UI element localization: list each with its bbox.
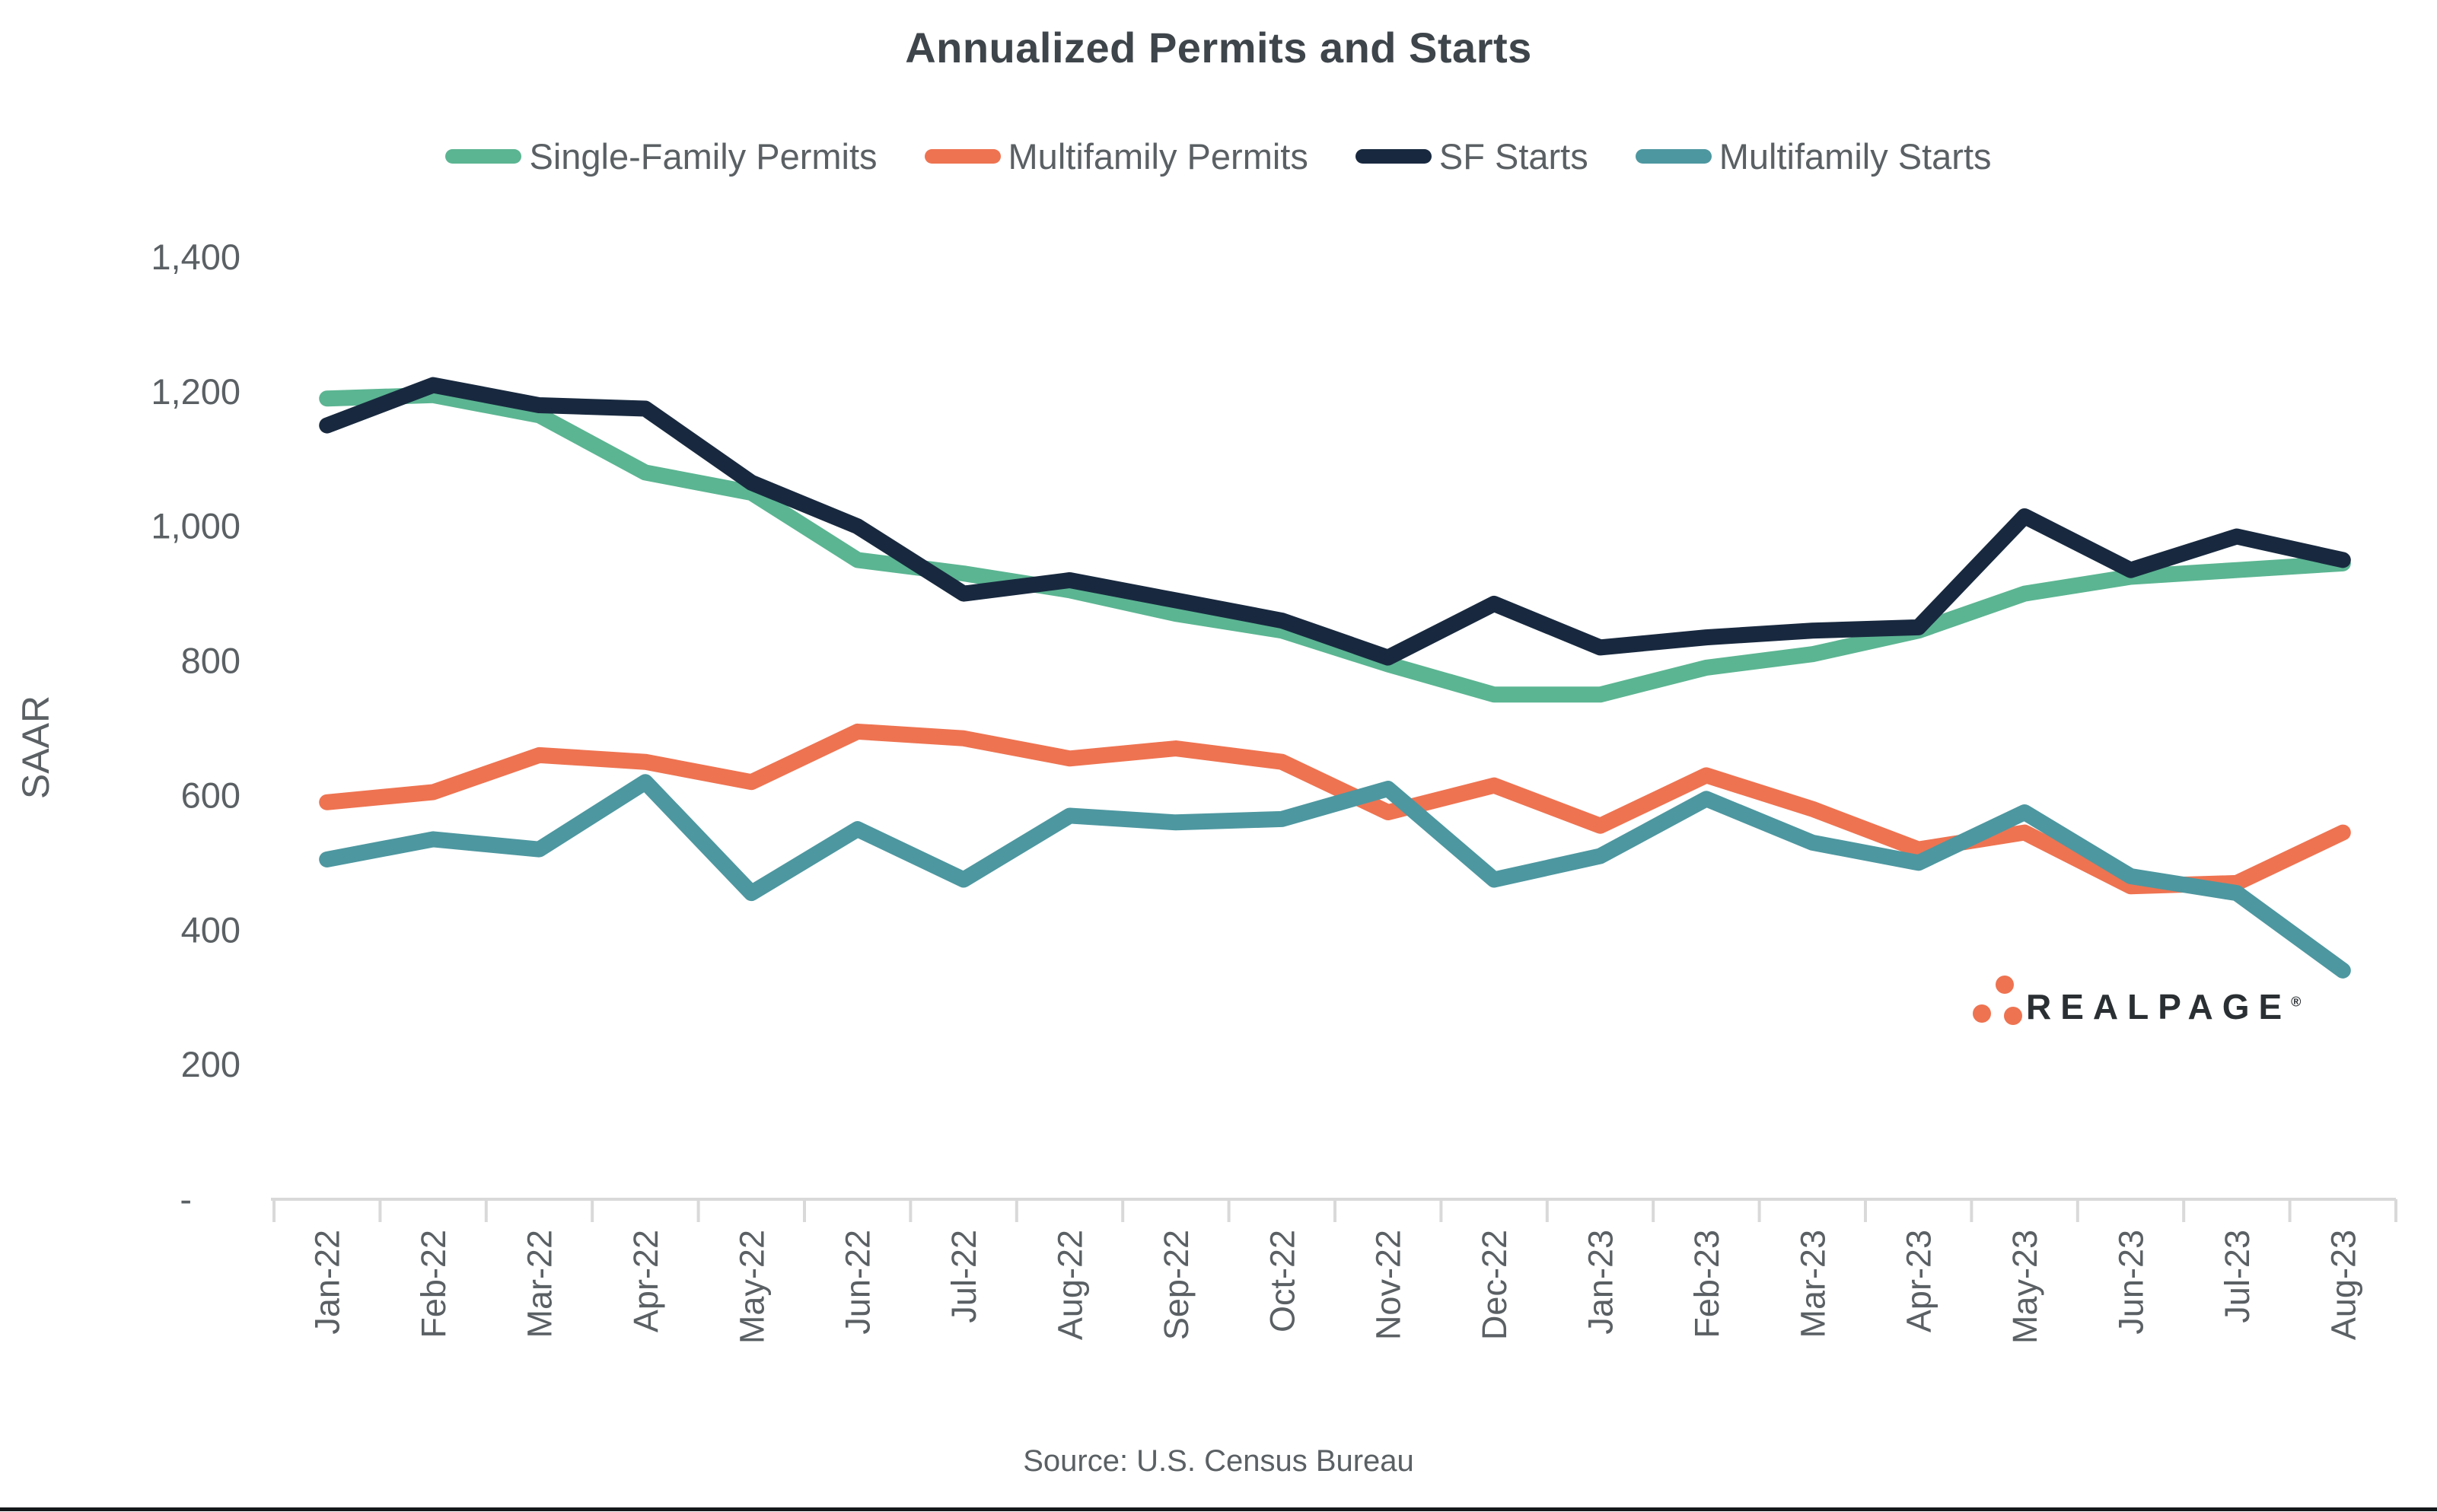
multifamily-permits-swatch-icon: [924, 149, 1001, 164]
legend-item-sf-starts: SF Starts: [1355, 135, 1588, 177]
series-line-multifamily-permits: [319, 723, 2351, 895]
series-line-single-family-permits: [319, 387, 2351, 703]
legend: Single-Family Permits Multifamily Permit…: [0, 135, 2437, 177]
logo-text: REALPAGE®: [2026, 987, 2302, 1027]
x-tick-label: Jul-23: [2218, 1230, 2257, 1323]
series-line-multifamily-starts: [319, 774, 2351, 979]
legend-label: SF Starts: [1438, 136, 1588, 177]
x-tick-label: Dec-22: [1475, 1230, 1514, 1340]
legend-item-multifamily-starts: Multifamily Starts: [1635, 135, 1992, 177]
y-tick-label: 1,200: [151, 371, 241, 412]
x-tick-label: Jan-22: [308, 1230, 347, 1335]
x-tick-label: Mar-22: [521, 1230, 559, 1339]
legend-label: Single-Family Permits: [529, 136, 878, 177]
y-tick-label: 600: [181, 775, 241, 815]
y-tick-label: 1,400: [151, 237, 241, 277]
x-tick-label: Mar-23: [1793, 1230, 1832, 1339]
x-tick-label: Jul-22: [945, 1230, 983, 1323]
x-tick-label: Aug-23: [2324, 1230, 2362, 1340]
series-line-sf-starts: [319, 377, 2351, 666]
chart-title: Annualized Permits and Starts: [905, 24, 1532, 72]
x-tick-label: Feb-23: [1687, 1230, 1726, 1339]
legend-item-single-family-permits: Single-Family Permits: [445, 135, 878, 177]
single-family-permits-swatch-icon: [445, 149, 522, 164]
y-tick-label: -: [180, 1179, 192, 1219]
realpage-logo: REALPAGE®: [1968, 976, 2301, 1036]
multifamily-starts-swatch-icon: [1635, 149, 1712, 164]
legend-label: Multifamily Starts: [1719, 136, 1992, 177]
x-tick-label: Jan-23: [1582, 1230, 1620, 1335]
legend-item-multifamily-permits: Multifamily Permits: [924, 135, 1308, 177]
x-tick-label: May-22: [732, 1230, 771, 1344]
x-tick-label: Apr-22: [626, 1230, 665, 1332]
sf-starts-swatch-icon: [1355, 149, 1432, 164]
x-tick-label: Feb-22: [414, 1230, 453, 1339]
x-tick-label: Jun-22: [839, 1230, 878, 1335]
y-tick-label: 800: [181, 641, 241, 681]
y-tick-label: 400: [181, 909, 241, 950]
x-tick-label: Nov-22: [1369, 1230, 1408, 1340]
x-tick-label: May-23: [2005, 1230, 2044, 1344]
logo-dot-icon: [1973, 1004, 1991, 1023]
registered-mark: ®: [2291, 994, 2302, 1010]
x-tick-label: Sep-22: [1157, 1230, 1196, 1340]
source-note: Source: U.S. Census Bureau: [1023, 1444, 1414, 1478]
x-tick-label: Apr-23: [1900, 1230, 1938, 1332]
logo-dot-icon: [2004, 1007, 2022, 1025]
y-tick-label: 200: [181, 1044, 241, 1084]
x-tick-label: Oct-22: [1263, 1230, 1301, 1332]
logo-dot-icon: [1996, 976, 2014, 994]
x-tick-label: Aug-22: [1051, 1230, 1090, 1340]
x-tick-label: Jun-23: [2112, 1230, 2151, 1335]
legend-label: Multifamily Permits: [1008, 136, 1308, 177]
bottom-divider: [0, 1507, 2437, 1511]
y-tick-label: 1,000: [151, 506, 241, 546]
